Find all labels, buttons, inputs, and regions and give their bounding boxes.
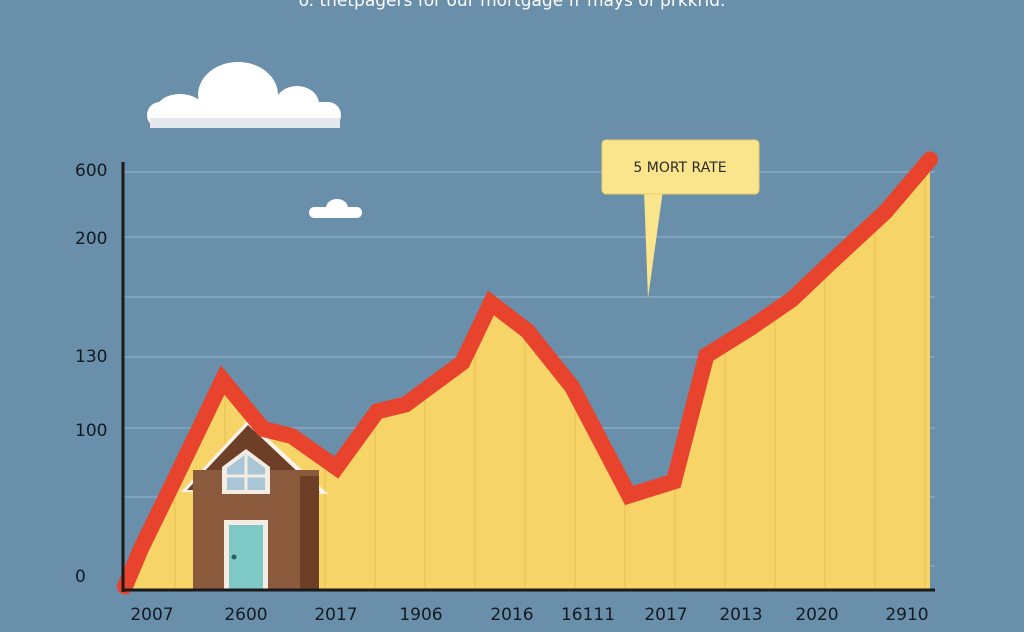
y-tick-label: 200 (75, 229, 107, 249)
chart-caption: o. thetpagers for our mortgage fr mays o… (298, 0, 726, 11)
x-tick-label: 2910 (885, 605, 928, 625)
small-cloud-icon (309, 199, 362, 218)
data-point (262, 428, 264, 430)
data-point (929, 159, 931, 160)
data-point (335, 467, 337, 468)
data-point (527, 330, 528, 332)
data-point (291, 435, 293, 437)
x-tick-label: 2017 (314, 605, 357, 625)
data-point (222, 379, 224, 381)
series-line (117, 151, 938, 595)
data-point (405, 404, 406, 405)
x-tick-label: 16111 (561, 605, 615, 625)
x-tick-label: 2017 (644, 605, 687, 625)
data-point (831, 260, 833, 262)
x-tick-labels: 2007 2600 2017 1906 2016 16111 2017 2013 2020 291… (130, 605, 928, 625)
data-point (673, 481, 675, 482)
x-tick-label: 2007 (130, 605, 173, 625)
y-tick-label: 600 (75, 161, 107, 181)
x-tick-label: 2013 (719, 605, 762, 625)
data-point (461, 362, 463, 363)
x-tick-label: 1906 (399, 605, 442, 625)
data-point (884, 211, 886, 213)
data-point (140, 547, 142, 549)
rate-callout: 5 MORT RATE (601, 139, 760, 298)
data-point (124, 586, 126, 587)
callout-label: 5 MORT RATE (633, 160, 726, 176)
data-point (173, 481, 175, 482)
y-tick-label: 130 (75, 347, 107, 367)
y-tick-label: 0 (75, 567, 86, 587)
data-point (791, 299, 793, 300)
data-point (750, 327, 752, 328)
data-point (705, 355, 707, 356)
data-point (628, 495, 630, 496)
data-point (490, 302, 492, 304)
house-icon (181, 420, 328, 589)
x-tick-label: 2020 (795, 605, 838, 625)
x-tick-label: 2016 (490, 605, 533, 625)
data-point (571, 386, 573, 388)
area-stripes (174, 171, 926, 590)
x-tick-label: 2600 (224, 605, 267, 625)
cloud-icon (147, 62, 341, 128)
area-fill (125, 159, 930, 590)
data-point (376, 411, 378, 412)
y-tick-label: 100 (75, 421, 107, 441)
y-tick-labels: 600 200 130 100 0 (75, 161, 107, 587)
area-shape (125, 159, 930, 590)
